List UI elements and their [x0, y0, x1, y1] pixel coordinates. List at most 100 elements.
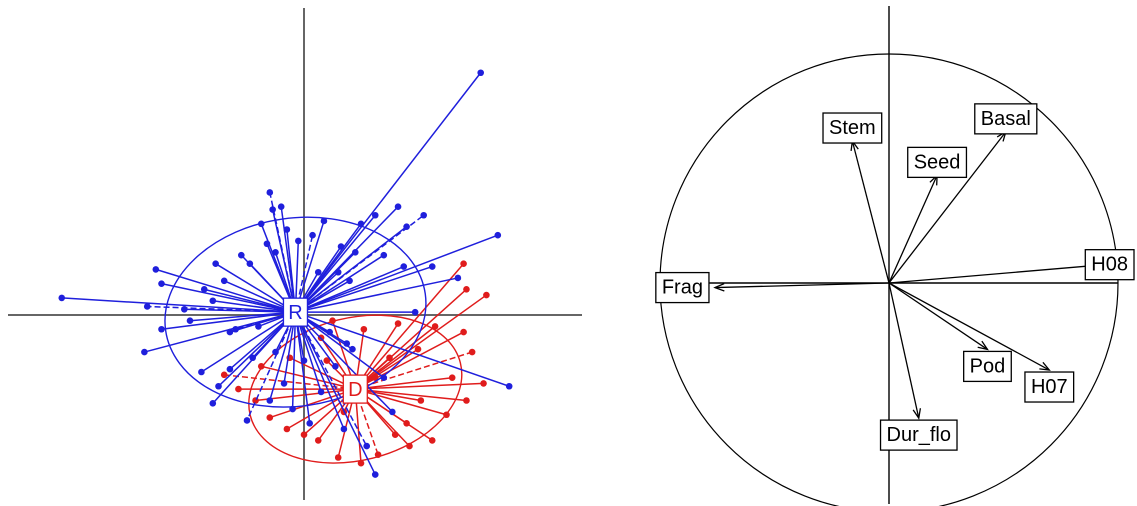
point-r: [158, 325, 165, 333]
arrow-stem: [850, 139, 890, 284]
star-line-r: [294, 311, 393, 413]
point-r: [346, 277, 353, 285]
point-r: [428, 263, 436, 270]
star-line-r: [294, 226, 408, 313]
star-line-r: [294, 311, 376, 475]
point-r: [255, 323, 262, 330]
group-label-box: [342, 374, 368, 404]
point-d: [428, 437, 436, 444]
variable-label-stem: Stem: [822, 112, 883, 144]
star-line-r: [246, 311, 297, 421]
point-r: [454, 274, 462, 282]
point-r: [232, 325, 239, 333]
point-d: [329, 317, 336, 325]
point-d: [357, 459, 365, 467]
point-d: [283, 425, 291, 433]
arrow-shaft: [851, 140, 890, 284]
point-r: [420, 211, 428, 219]
star-line-r: [294, 223, 362, 313]
star-line-r: [184, 308, 296, 313]
star-line-r: [294, 206, 399, 313]
variable-label-box: [879, 419, 958, 451]
point-r: [266, 397, 274, 404]
star-line-d: [354, 263, 465, 390]
point-r: [505, 382, 513, 390]
point-d: [463, 286, 470, 293]
variable-label-box: [974, 103, 1038, 135]
point-r: [380, 251, 388, 259]
point-r: [334, 268, 342, 276]
variable-label-box: [963, 350, 1012, 383]
point-r: [295, 237, 302, 245]
point-r: [266, 189, 274, 196]
point-r: [209, 297, 217, 305]
point-r: [309, 231, 316, 239]
point-r: [352, 249, 359, 256]
point-r: [289, 405, 296, 413]
arrow-shaft: [714, 282, 890, 289]
star-line-r: [295, 265, 433, 313]
star-line-r: [294, 214, 376, 313]
arrow-dur_flo: [888, 282, 922, 420]
point-r: [343, 340, 351, 347]
point-r: [186, 317, 194, 325]
point-r: [226, 365, 234, 373]
arrow-head: [1039, 361, 1051, 371]
star-line-r: [161, 311, 296, 330]
star-line-r: [295, 311, 510, 387]
point-r: [283, 226, 291, 233]
variable-label-h07: H07: [1024, 371, 1075, 403]
point-r: [371, 471, 379, 478]
point-r: [152, 266, 160, 273]
star-line-d: [261, 365, 356, 390]
variable-label-text: Seed: [914, 151, 961, 173]
group-label-d: D: [342, 374, 368, 404]
star-line-r: [144, 311, 296, 353]
point-r: [400, 263, 408, 270]
point-r: [280, 380, 288, 387]
group-label-text: R: [288, 302, 302, 324]
point-r: [181, 306, 188, 313]
variable-label-text: Dur_flo: [887, 424, 951, 446]
star-line-r: [280, 206, 297, 313]
ellipse-d: [248, 314, 463, 464]
point-r: [494, 231, 502, 239]
arrow-shaft: [888, 282, 920, 419]
variable-label-box: [907, 146, 968, 179]
point-r: [349, 345, 356, 353]
star-line-r: [147, 305, 296, 313]
variable-label-box: [822, 112, 883, 144]
star-line-r: [155, 268, 296, 313]
point-r: [357, 220, 365, 228]
arrow-shaft: [888, 264, 1105, 284]
point-d: [394, 320, 402, 327]
variable-label-seed: Seed: [907, 146, 968, 179]
point-r: [249, 354, 256, 362]
star-line-r: [61, 297, 296, 313]
variable-label-box: [655, 271, 710, 304]
star-line-d: [269, 388, 356, 419]
point-d: [386, 354, 393, 362]
star-line-d: [224, 374, 356, 390]
point-r: [320, 217, 328, 225]
star-line-r: [294, 311, 368, 447]
point-r: [272, 249, 279, 256]
star-line-d: [355, 376, 453, 390]
variable-label-basal: Basal: [974, 103, 1038, 135]
star-line-r: [295, 311, 385, 379]
variable-label-text: Frag: [662, 277, 703, 299]
star-line-r: [295, 254, 385, 313]
point-r: [257, 220, 265, 228]
point-r: [141, 348, 148, 356]
star-line-r: [217, 311, 296, 387]
star-line-d: [355, 382, 484, 390]
star-line-r: [295, 277, 459, 313]
point-r: [198, 368, 205, 376]
point-r: [243, 417, 251, 424]
point-r: [269, 206, 276, 213]
star-line-r: [260, 223, 297, 313]
point-d: [443, 411, 450, 419]
star-line-d: [354, 325, 436, 390]
star-line-r: [212, 300, 296, 313]
